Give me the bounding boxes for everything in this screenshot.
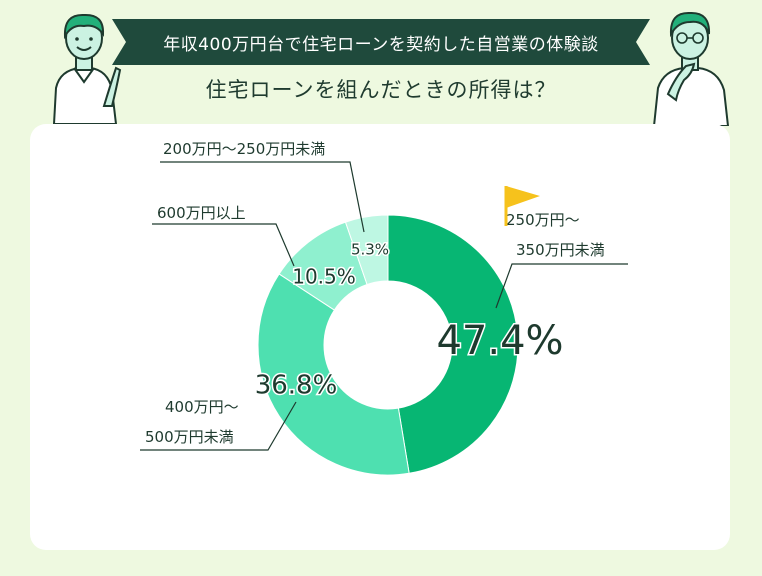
- slice-label: 350万円未満: [516, 241, 605, 259]
- leader-line: [495, 263, 628, 309]
- value-label: 10.5%: [292, 265, 356, 289]
- value-label: 47.4%: [436, 318, 563, 364]
- flag-icon: [506, 186, 540, 208]
- leader-line: [152, 223, 295, 267]
- slice-label: 500万円未満: [145, 428, 234, 446]
- leader-line: [160, 161, 365, 233]
- title-banner: 年収400万円台で住宅ローンを契約した自営業の体験談: [112, 19, 650, 65]
- thinking-person-illustration: [652, 11, 730, 126]
- presenter-illustration: [52, 13, 122, 124]
- value-label: 36.8%: [255, 371, 338, 401]
- donut-slice: [387, 214, 519, 474]
- chart-card: [30, 124, 730, 550]
- slice-label: 400万円〜: [165, 398, 239, 416]
- value-label: 5.3%: [351, 241, 389, 259]
- donut-slice: [344, 214, 389, 286]
- leader-line: [140, 401, 297, 451]
- slice-label: 200万円〜250万円未満: [163, 140, 325, 158]
- slice-label: 600万円以上: [157, 204, 246, 222]
- slice-label: 250万円〜: [506, 211, 580, 229]
- banner-title: 年収400万円台で住宅ローンを契約した自営業の体験談: [163, 34, 599, 55]
- chart-question: 住宅ローンを組んだときの所得は？: [205, 78, 557, 102]
- donut-slice: [257, 273, 410, 476]
